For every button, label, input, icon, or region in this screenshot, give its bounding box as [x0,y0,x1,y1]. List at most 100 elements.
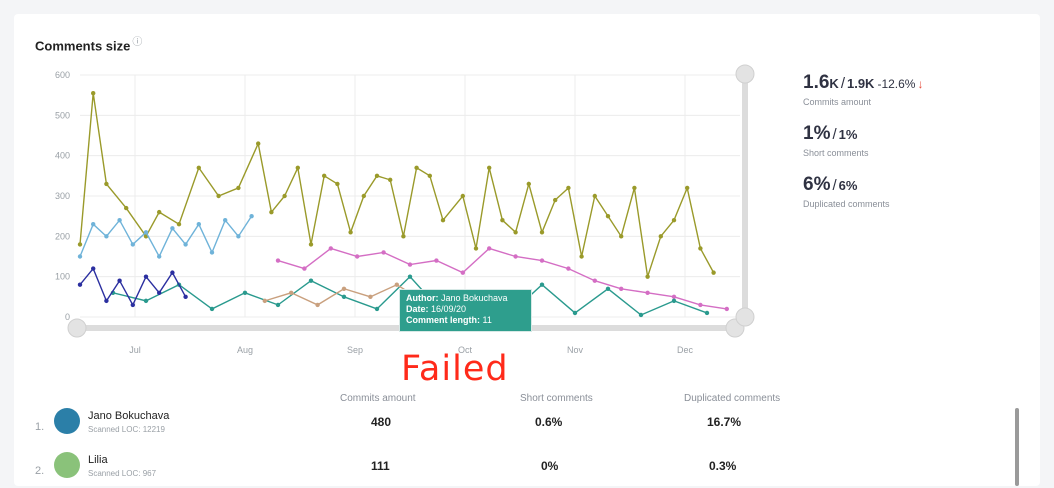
data-point [157,290,162,295]
data-point [348,230,353,235]
y-tick-label: 0 [65,312,70,322]
data-point [381,250,386,255]
stat-dup-secondary: 6% [838,178,858,193]
data-point [77,242,83,247]
column-header-duplicated[interactable]: Duplicated comments [684,393,781,404]
comments-size-card: Comments size ⓘ 600 500 400 300 200 100 0 Jul Aug… [14,14,1040,486]
table-scrollbar[interactable] [1015,408,1019,486]
data-point [124,205,129,211]
row-rank: 1. [35,421,45,433]
data-point [374,306,380,312]
data-point [242,290,248,295]
tooltip-date-label: Date: [406,304,429,314]
data-point [157,254,162,259]
avatar[interactable] [54,452,80,478]
data-point [341,294,347,300]
column-header-commits[interactable]: Commits amount [340,393,416,404]
stat-separator: / [832,177,837,194]
data-point [341,286,347,291]
data-point [209,306,215,312]
data-point [328,246,333,251]
data-point [308,278,314,283]
short-value: 0.6% [535,415,563,429]
stat-commits: 1.6K/1.9K -12.6% ↓ Commits amount [803,72,1023,107]
stat-commits-change: -12.6% [877,77,916,91]
author-name[interactable]: Jano Bokuchava [88,410,170,422]
stat-short-label: Short comments [803,148,869,158]
x-tick-label: Nov [567,345,584,355]
data-point [579,254,584,259]
data-point [143,298,149,304]
data-point [104,181,109,187]
commits-value: 480 [371,415,392,429]
data-point [638,312,644,318]
data-point [566,185,571,191]
data-point [275,302,281,308]
x-tick-label: Jul [129,345,141,355]
x-tick-label: Sep [347,345,363,355]
data-point [295,165,300,170]
data-point [117,278,122,283]
data-point [104,234,109,239]
row-rank: 2. [35,465,45,477]
data-point [671,298,677,304]
data-point [223,218,228,223]
data-point [302,266,307,271]
data-point [619,286,624,291]
data-point [130,302,135,308]
data-point [566,266,571,271]
short-value: 0% [541,459,559,473]
data-point [289,290,294,295]
data-point [473,246,479,251]
data-point [176,222,182,227]
data-point [374,173,380,179]
data-point [434,258,439,263]
data-point [170,270,175,275]
column-header-short[interactable]: Short comments [520,393,593,404]
data-point [170,226,175,231]
y-tick-label: 400 [55,151,70,161]
data-point [262,298,267,304]
data-point [513,254,518,259]
data-point [209,250,215,255]
avatar[interactable] [54,408,80,434]
data-point [335,181,340,187]
table-row[interactable]: 2. Lilia Scanned LOC: 967 111 0% 0.3% [14,452,1014,488]
stat-commits-label: Commits amount [803,97,872,107]
data-point [77,254,83,259]
data-point [698,246,703,251]
data-point [487,165,492,170]
data-point [658,234,663,239]
stats-panel: 1.6K/1.9K -12.6% ↓ Commits amount 1%/1% Sh… [803,72,1023,225]
data-point [414,165,419,170]
data-point [308,242,314,247]
data-point [592,278,597,283]
y-tick-label: 500 [55,110,70,120]
series-line [79,93,715,277]
scanned-loc: Scanned LOC: 12219 [88,425,165,434]
data-point [704,310,710,316]
data-point [269,209,274,215]
series-line [277,247,727,310]
data-point [407,274,413,279]
card-title: Comments size ⓘ [35,33,142,53]
data-point [183,242,188,247]
info-icon[interactable]: ⓘ [132,37,143,48]
slider-handle [67,318,87,338]
data-point [91,90,96,96]
data-point [249,213,254,219]
stat-commits-value: 1.6K [803,72,839,93]
stat-short-value: 1% [803,123,831,144]
data-point [143,230,149,235]
tooltip-date: 16/09/20 [431,304,467,314]
author-name[interactable]: Lilia [88,454,108,466]
data-point [77,282,83,287]
stat-dup-label: Duplicated comments [803,199,890,209]
data-point [513,230,518,235]
stat-duplicated: 6%/6% Duplicated comments [803,174,1023,209]
table-row[interactable]: 1. Jano Bokuchava Scanned LOC: 12219 480… [14,408,1014,444]
data-point [361,193,366,199]
data-point [671,218,677,223]
data-point [539,230,545,235]
data-point [440,218,446,223]
